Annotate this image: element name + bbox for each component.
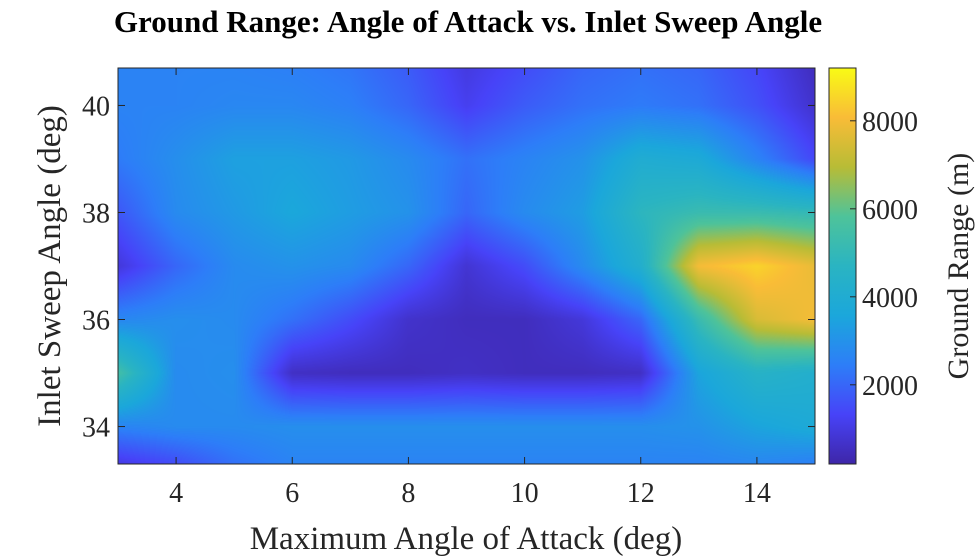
x-tick-label: 8 [401, 478, 415, 509]
y-tick-label: 40 [82, 91, 110, 122]
x-tick-label: 14 [743, 478, 771, 509]
colorbar [828, 67, 857, 465]
colorbar-ticks: 2000 4000 6000 8000 [850, 107, 918, 402]
colorbar-tick-label: 4000 [862, 283, 918, 314]
x-tick-label: 4 [169, 478, 183, 509]
x-tick-label: 10 [511, 478, 539, 509]
plot-frame [117, 67, 816, 465]
y-tick-label: 34 [82, 413, 110, 444]
y-tick-label: 36 [82, 306, 110, 337]
heatmap-surface [118, 68, 815, 464]
colorbar-label: Ground Range (m) [942, 153, 975, 380]
x-tick-label: 6 [285, 478, 299, 509]
colorbar-tick-label: 6000 [862, 195, 918, 226]
y-axis-label: Inlet Sweep Angle (deg) [32, 105, 68, 427]
x-axis-ticks: 4 6 8 10 12 14 [169, 68, 771, 509]
x-axis-label: Maximum Angle of Attack (deg) [250, 521, 683, 557]
y-tick-label: 38 [82, 198, 110, 229]
x-tick-label: 12 [627, 478, 655, 509]
colorbar-tick-label: 8000 [862, 107, 918, 138]
y-axis-ticks: 34 36 38 40 [82, 91, 815, 444]
colorbar-tick-label: 2000 [862, 371, 918, 402]
chart-title: Ground Range: Angle of Attack vs. Inlet … [114, 4, 822, 39]
